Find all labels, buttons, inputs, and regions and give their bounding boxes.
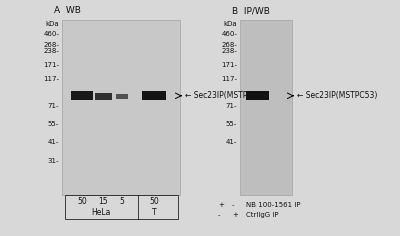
Text: ← Sec23IP(MSTPC53): ← Sec23IP(MSTPC53) [297, 91, 378, 100]
Text: -: - [218, 212, 220, 218]
Text: kDa: kDa [224, 21, 237, 27]
Text: 460-: 460- [221, 30, 237, 37]
Text: ← Sec23IP(MSTP053): ← Sec23IP(MSTP053) [185, 91, 265, 100]
Text: 41-: 41- [226, 139, 237, 145]
Text: 268-: 268- [221, 42, 237, 48]
Bar [240, 20, 292, 195]
Text: 55-: 55- [48, 121, 59, 127]
Bar [142, 91, 166, 100]
Text: +: + [232, 212, 238, 218]
Text: 31-: 31- [48, 158, 59, 164]
Text: 171-: 171- [221, 62, 237, 68]
Bar [246, 91, 269, 100]
Text: 50: 50 [149, 197, 159, 206]
Text: +: + [218, 202, 224, 208]
Text: 238-: 238- [221, 48, 237, 55]
Text: kDa: kDa [46, 21, 59, 27]
Bar [62, 20, 180, 195]
Text: HeLa: HeLa [91, 208, 110, 217]
Text: 71-: 71- [226, 103, 237, 109]
Text: 41-: 41- [48, 139, 59, 145]
Text: B  IP/WB: B IP/WB [232, 6, 270, 15]
Text: 268-: 268- [43, 42, 59, 48]
Bar [71, 91, 93, 100]
Text: 460-: 460- [43, 30, 59, 37]
Text: A  WB: A WB [54, 6, 81, 15]
Bar [65, 195, 178, 219]
Text: 71-: 71- [48, 103, 59, 109]
Text: 50: 50 [77, 197, 87, 206]
Text: NB 100-1561 IP: NB 100-1561 IP [246, 202, 300, 208]
Text: 117-: 117- [221, 76, 237, 82]
Text: 5: 5 [120, 197, 124, 206]
Text: 55-: 55- [226, 121, 237, 127]
Text: CtrlIgG IP: CtrlIgG IP [246, 212, 278, 218]
Bar [95, 93, 112, 100]
Text: -: - [232, 202, 234, 208]
Text: 117-: 117- [43, 76, 59, 82]
Text: 171-: 171- [43, 62, 59, 68]
Text: 15: 15 [98, 197, 108, 206]
Text: T: T [152, 208, 156, 217]
Text: 238-: 238- [43, 48, 59, 55]
Bar [116, 94, 128, 99]
